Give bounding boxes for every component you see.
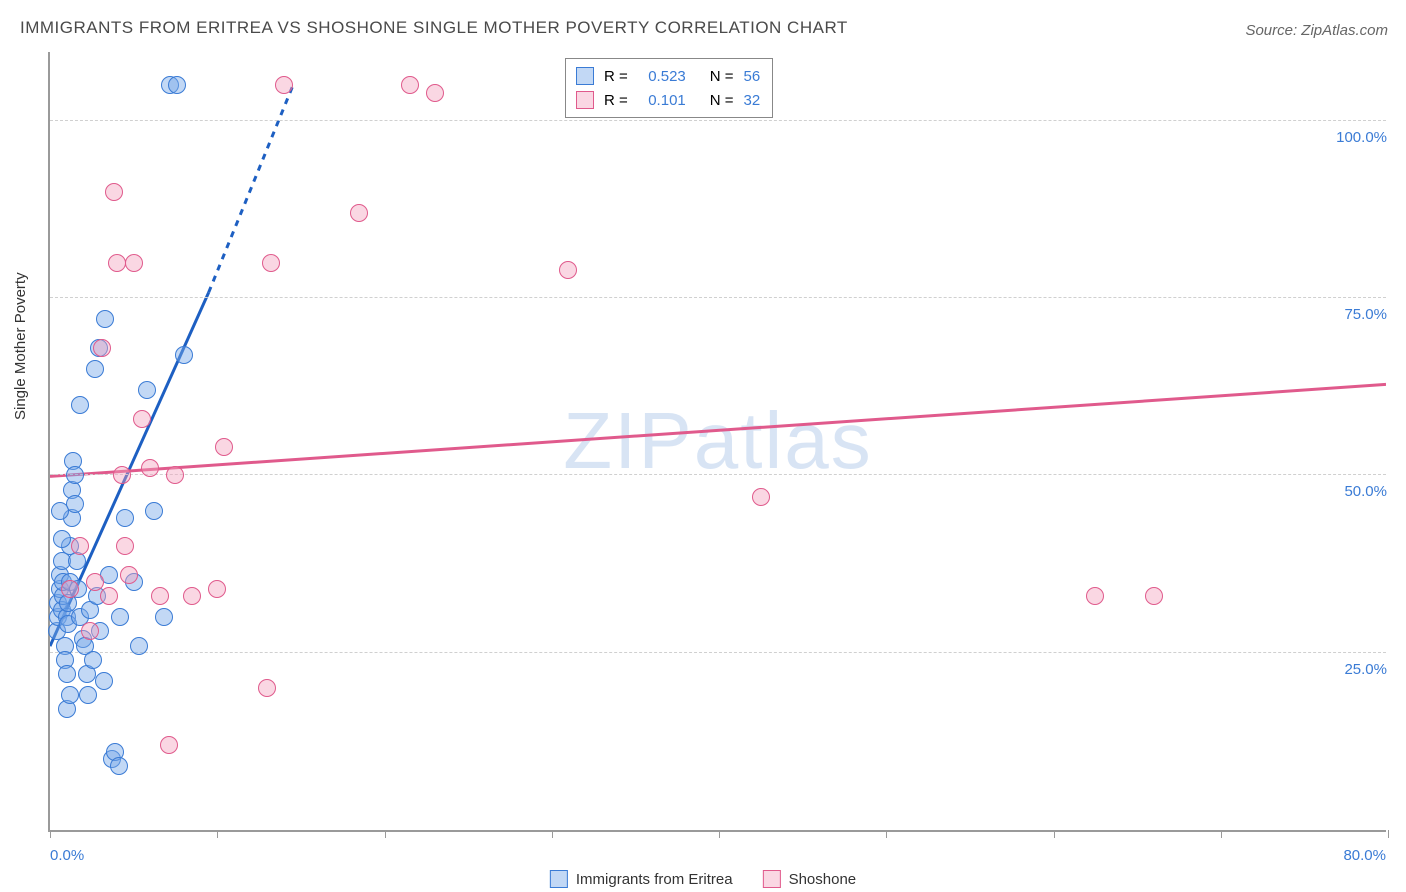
scatter-point-shoshone xyxy=(100,587,118,605)
scatter-point-shoshone xyxy=(81,622,99,640)
scatter-point-eritrea xyxy=(86,360,104,378)
x-tick xyxy=(385,830,386,838)
scatter-point-shoshone xyxy=(426,84,444,102)
y-tick-label: 50.0% xyxy=(1338,483,1387,500)
scatter-point-eritrea xyxy=(130,637,148,655)
legend-swatch xyxy=(576,91,594,109)
scatter-point-eritrea xyxy=(58,665,76,683)
n-value: 56 xyxy=(744,68,761,85)
gridline xyxy=(50,120,1386,121)
plot-area: ZIPatlas 0.0% 80.0% 25.0%50.0%75.0%100.0… xyxy=(48,52,1386,832)
watermark: ZIPatlas xyxy=(563,395,872,487)
scatter-point-eritrea xyxy=(79,686,97,704)
scatter-point-eritrea xyxy=(145,502,163,520)
scatter-point-shoshone xyxy=(105,183,123,201)
scatter-point-eritrea xyxy=(53,530,71,548)
scatter-point-shoshone xyxy=(71,537,89,555)
x-tick xyxy=(719,830,720,838)
legend-correlation: R = 0.523 N = 56 R = 0.101 N = 32 xyxy=(565,58,773,118)
n-value: 32 xyxy=(744,92,761,109)
trend-lines-layer xyxy=(50,52,1386,830)
source-label: Source: ZipAtlas.com xyxy=(1245,22,1388,39)
scatter-point-shoshone xyxy=(108,254,126,272)
scatter-point-shoshone xyxy=(61,580,79,598)
x-tick xyxy=(1054,830,1055,838)
scatter-point-eritrea xyxy=(96,310,114,328)
scatter-point-shoshone xyxy=(133,410,151,428)
scatter-point-eritrea xyxy=(155,608,173,626)
legend-item-eritrea: Immigrants from Eritrea xyxy=(550,870,733,888)
r-label: R = xyxy=(604,92,628,109)
scatter-point-eritrea xyxy=(111,608,129,626)
scatter-point-shoshone xyxy=(752,488,770,506)
legend-item-shoshone: Shoshone xyxy=(763,870,857,888)
scatter-point-shoshone xyxy=(113,466,131,484)
x-axis-max-label: 80.0% xyxy=(1343,847,1386,864)
y-axis-title: Single Mother Poverty xyxy=(12,272,29,420)
x-tick xyxy=(217,830,218,838)
n-label: N = xyxy=(710,68,734,85)
scatter-point-eritrea xyxy=(168,76,186,94)
scatter-point-shoshone xyxy=(275,76,293,94)
x-tick xyxy=(552,830,553,838)
x-tick xyxy=(886,830,887,838)
legend-row-shoshone: R = 0.101 N = 32 xyxy=(576,88,760,112)
x-tick xyxy=(1388,830,1389,838)
scatter-point-eritrea xyxy=(71,396,89,414)
scatter-point-shoshone xyxy=(86,573,104,591)
scatter-point-shoshone xyxy=(116,537,134,555)
trend-line xyxy=(50,384,1386,476)
scatter-point-shoshone xyxy=(1086,587,1104,605)
n-label: N = xyxy=(710,92,734,109)
legend-swatch xyxy=(576,67,594,85)
legend-swatch xyxy=(763,870,781,888)
scatter-point-eritrea xyxy=(61,686,79,704)
scatter-point-shoshone xyxy=(166,466,184,484)
y-tick-label: 25.0% xyxy=(1338,661,1387,678)
gridline xyxy=(50,652,1386,653)
scatter-point-shoshone xyxy=(350,204,368,222)
gridline xyxy=(50,474,1386,475)
scatter-point-eritrea xyxy=(116,509,134,527)
scatter-point-shoshone xyxy=(93,339,111,357)
scatter-point-eritrea xyxy=(175,346,193,364)
chart-title: IMMIGRANTS FROM ERITREA VS SHOSHONE SING… xyxy=(20,18,848,38)
scatter-point-shoshone xyxy=(1145,587,1163,605)
scatter-point-shoshone xyxy=(183,587,201,605)
gridline xyxy=(50,297,1386,298)
scatter-point-shoshone xyxy=(262,254,280,272)
scatter-point-shoshone xyxy=(208,580,226,598)
r-label: R = xyxy=(604,68,628,85)
scatter-point-shoshone xyxy=(160,736,178,754)
legend-label: Immigrants from Eritrea xyxy=(576,871,733,888)
scatter-point-eritrea xyxy=(138,381,156,399)
x-axis-min-label: 0.0% xyxy=(50,847,84,864)
scatter-point-shoshone xyxy=(559,261,577,279)
scatter-point-shoshone xyxy=(258,679,276,697)
scatter-point-eritrea xyxy=(110,757,128,775)
x-tick xyxy=(1221,830,1222,838)
x-tick xyxy=(50,830,51,838)
y-tick-label: 75.0% xyxy=(1338,306,1387,323)
legend-label: Shoshone xyxy=(789,871,857,888)
scatter-point-shoshone xyxy=(120,566,138,584)
scatter-point-eritrea xyxy=(51,502,69,520)
scatter-point-eritrea xyxy=(84,651,102,669)
scatter-point-shoshone xyxy=(151,587,169,605)
legend-row-eritrea: R = 0.523 N = 56 xyxy=(576,64,760,88)
scatter-point-eritrea xyxy=(95,672,113,690)
y-tick-label: 100.0% xyxy=(1330,129,1387,146)
scatter-point-shoshone xyxy=(401,76,419,94)
scatter-point-shoshone xyxy=(141,459,159,477)
scatter-point-shoshone xyxy=(215,438,233,456)
scatter-point-eritrea xyxy=(66,466,84,484)
r-value: 0.101 xyxy=(638,92,686,109)
legend-swatch xyxy=(550,870,568,888)
legend-series: Immigrants from Eritrea Shoshone xyxy=(550,870,856,888)
scatter-point-shoshone xyxy=(125,254,143,272)
r-value: 0.523 xyxy=(638,68,686,85)
